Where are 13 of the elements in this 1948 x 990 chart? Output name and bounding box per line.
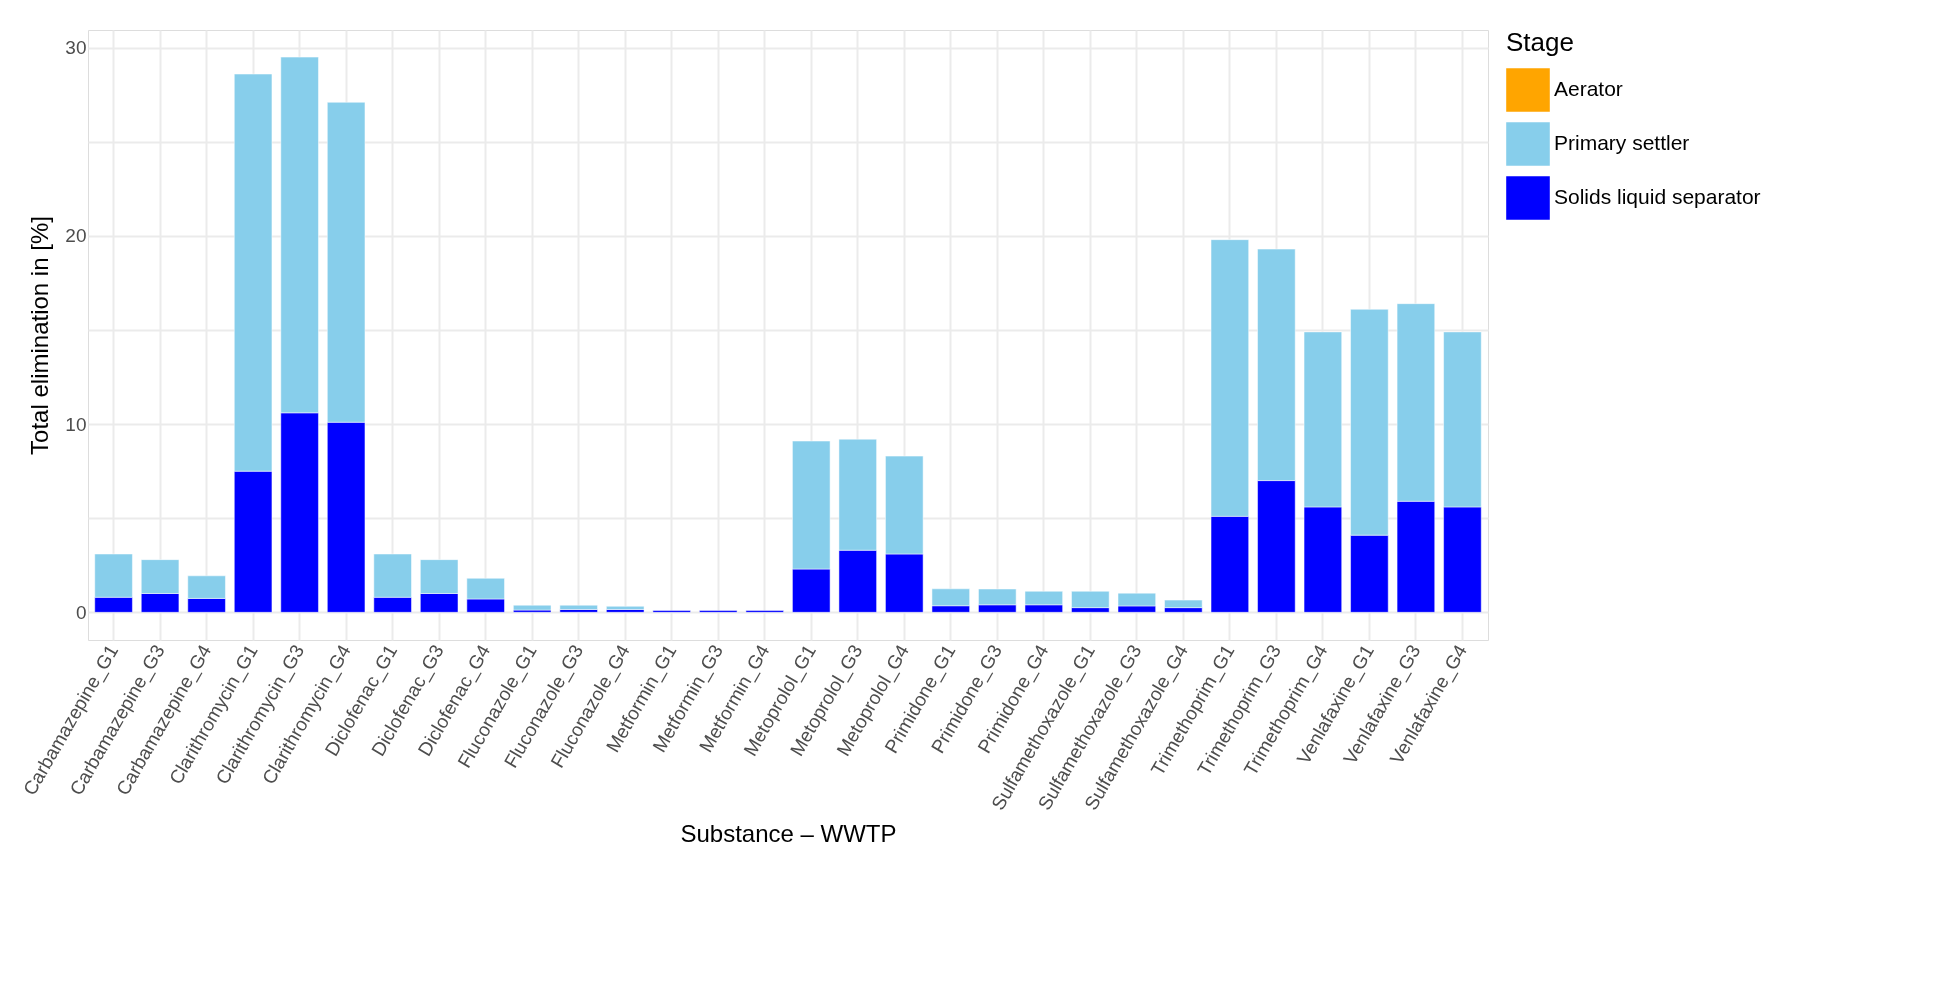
y-tick-label: 10 [65,413,87,435]
bar [513,604,552,611]
y-tick-label: 20 [65,225,87,247]
legend-label: Primary settler [1554,131,1690,154]
y-axis-title: Total elimination in [%] [26,216,54,455]
legend-label: Solids liquid separator [1554,185,1761,208]
bar [559,609,598,613]
bar [559,604,598,610]
legend-title: Stage [1506,27,1574,57]
legend-label: Aerator [1554,77,1623,100]
y-tick-label: 0 [75,601,87,623]
x-axis-title: Substance – WWTP [680,820,897,848]
y-tick-label: 30 [65,37,87,59]
